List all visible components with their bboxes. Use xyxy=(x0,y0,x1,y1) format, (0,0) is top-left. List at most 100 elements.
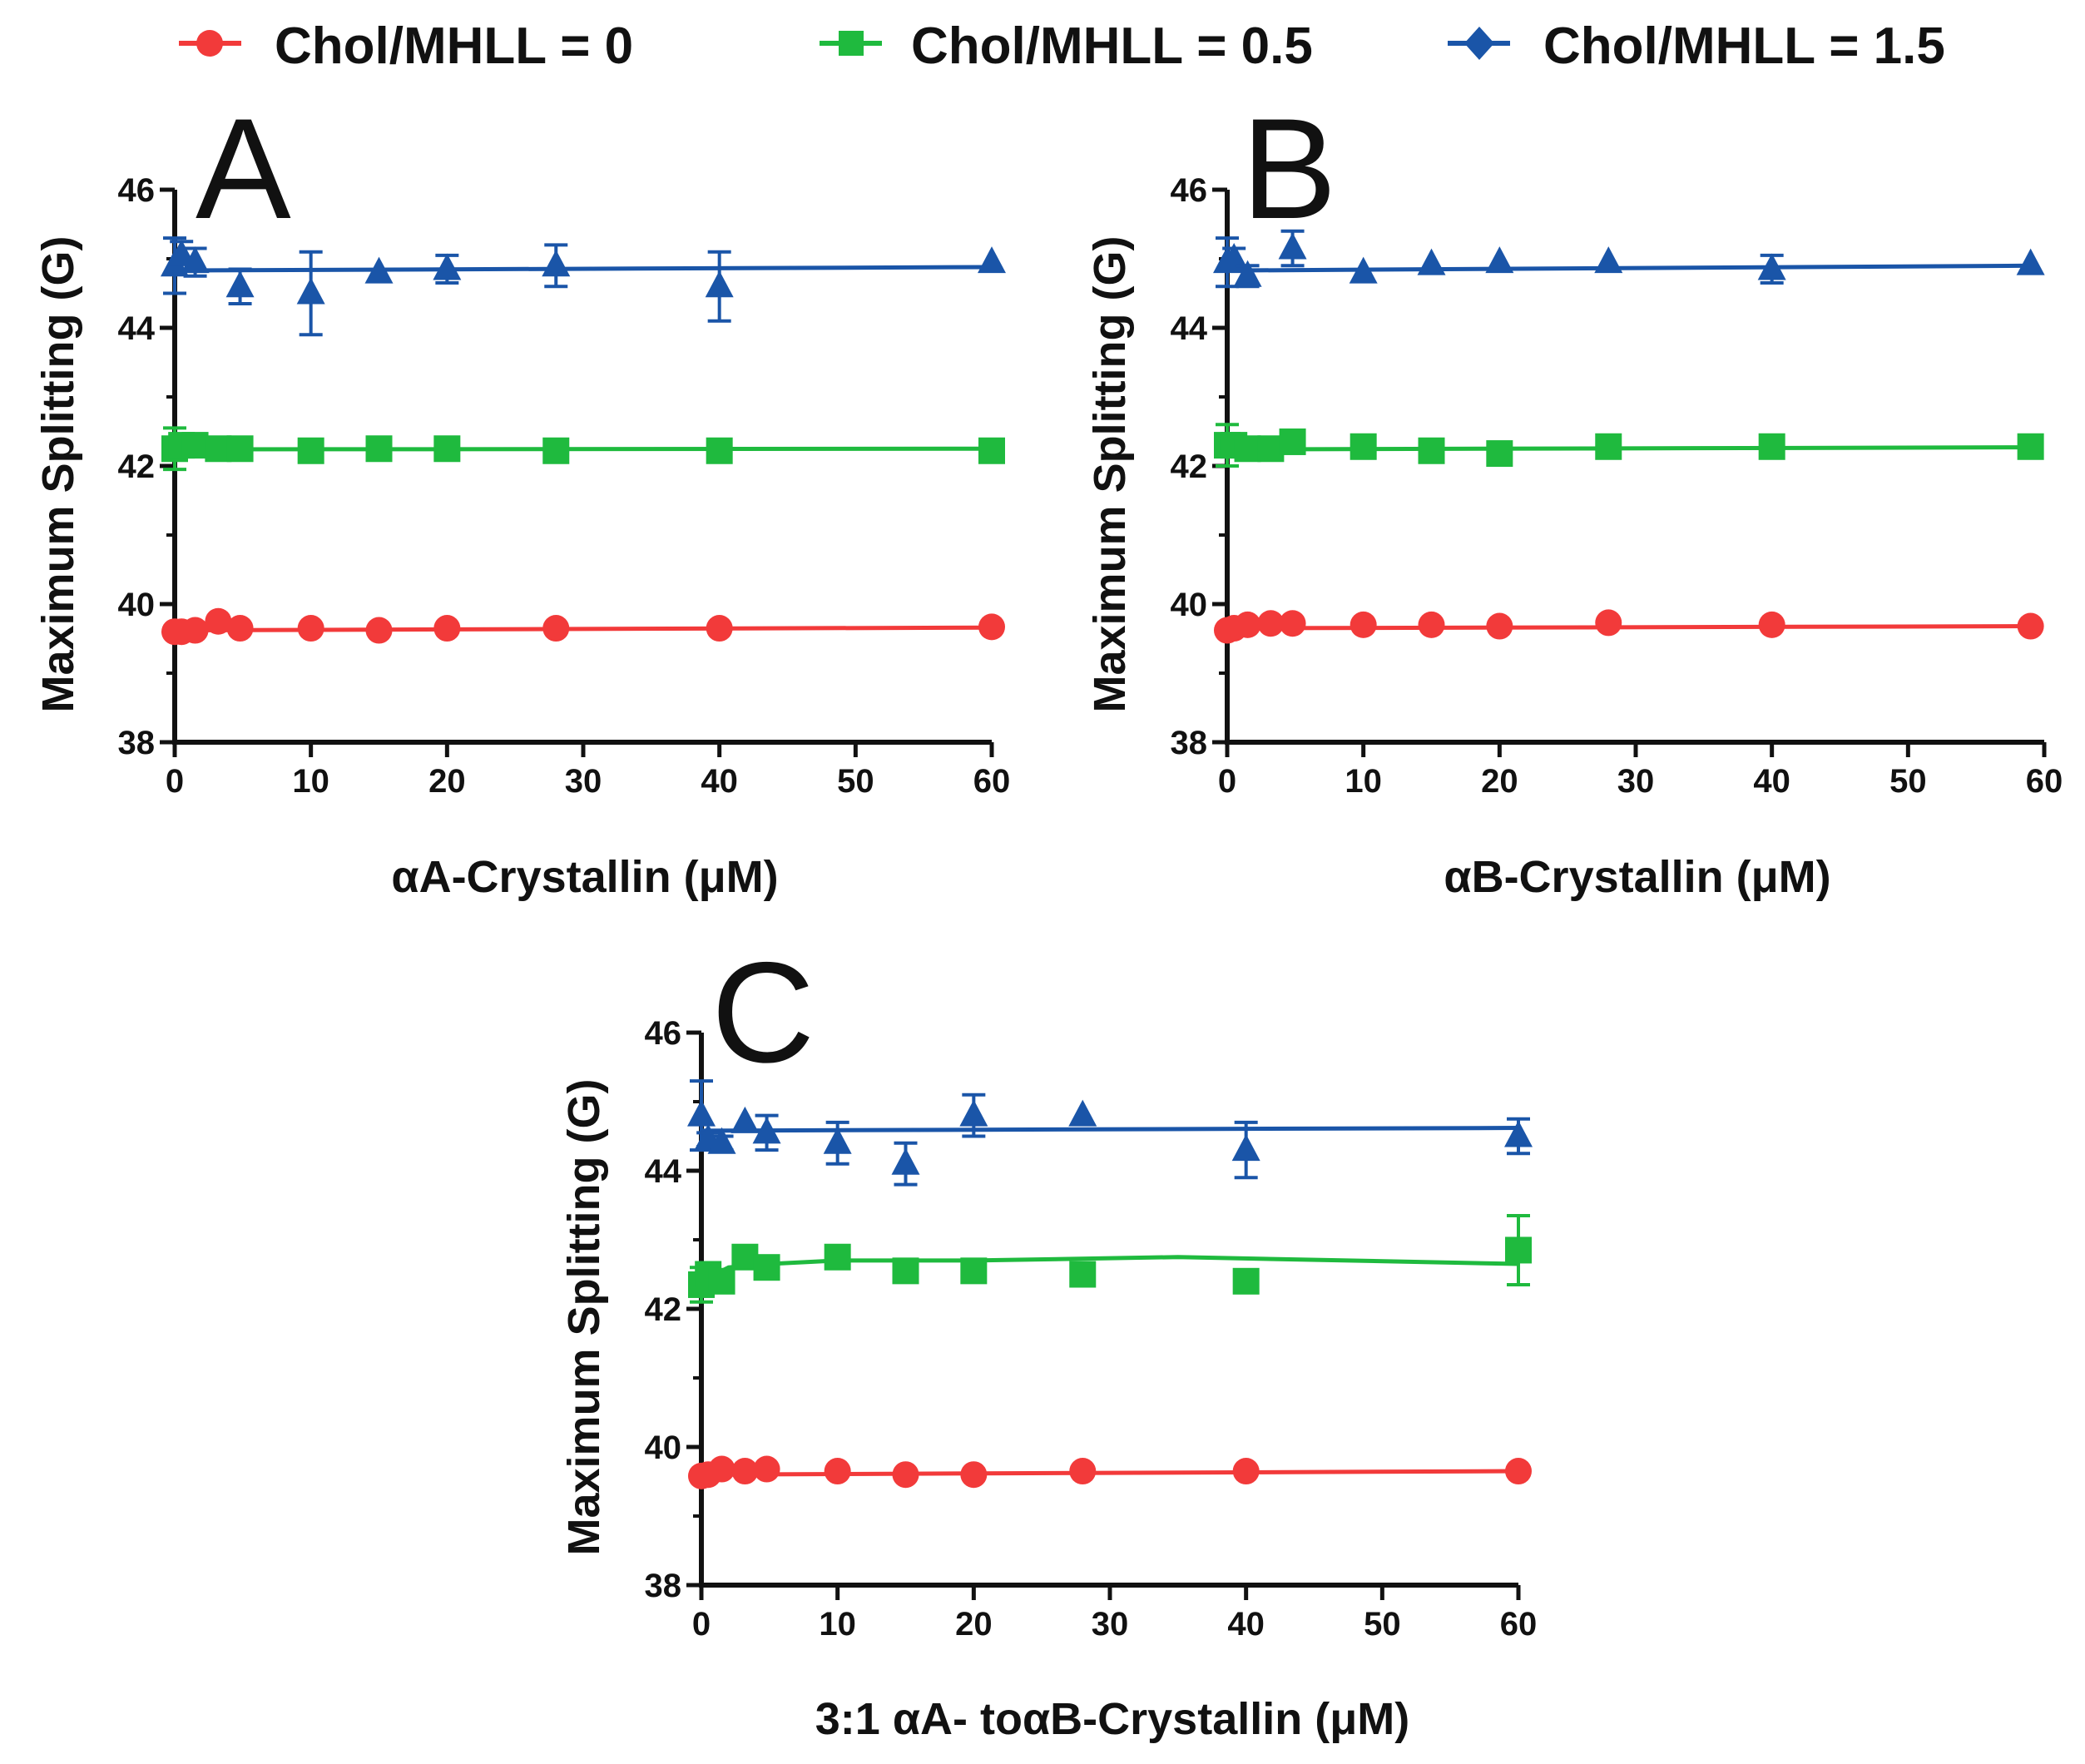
panel-a-xtick-label: 10 xyxy=(292,763,329,800)
panel-a-series-chol-mhll-1-5-fit-line xyxy=(174,265,993,273)
panel-a-series-chol-mhll-0-5-fit-line xyxy=(174,446,993,452)
panel-c-series-chol-mhll-0-5-point xyxy=(892,1257,919,1285)
panel-a-xtick-label: 20 xyxy=(428,763,466,800)
panel-c-series-chol-mhll-0-point xyxy=(1505,1458,1532,1485)
panel-b-series-chol-mhll-1-5-point xyxy=(1220,243,1249,270)
panel-b-series-chol-mhll-0-5-point xyxy=(1418,437,1445,464)
panel-c-ytick-label: 46 xyxy=(645,1015,682,1052)
panel-c-xtick-label: 60 xyxy=(1500,1606,1538,1643)
panel-b-ytick-label: 38 xyxy=(1171,725,1208,761)
panel-a-series-chol-mhll-0-5-point xyxy=(433,435,461,463)
panel-a-xtick-label: 40 xyxy=(701,763,738,800)
panel-c-series-chol-mhll-0-point xyxy=(960,1461,988,1489)
panel-b-series-chol-mhll-1-5-point xyxy=(1278,232,1307,260)
panel-c-ytick-label: 40 xyxy=(645,1430,682,1466)
panel-a: A Maximum Splitting (G) αA-Crystallin (μ… xyxy=(33,89,1010,902)
panel-a-ytick-label: 46 xyxy=(118,172,156,209)
panel-c-series-chol-mhll-0-5-fit-line xyxy=(700,1255,1519,1284)
panel-c-xtick-label: 10 xyxy=(819,1606,856,1643)
panel-b-ytick-label: 40 xyxy=(1171,587,1208,623)
panel-b-series-chol-mhll-0-5-point xyxy=(1595,433,1622,460)
panel-c-series-chol-mhll-0-point xyxy=(824,1458,851,1485)
panel-c-series-chol-mhll-1-5-point xyxy=(1231,1134,1260,1162)
panel-b-series-chol-mhll-1-5-point xyxy=(2016,248,2045,275)
panel-c-series-chol-mhll-0-5-point xyxy=(960,1257,988,1285)
panel-c-series-chol-mhll-0-point xyxy=(753,1455,780,1483)
panel-b-series-chol-mhll-0-point xyxy=(1418,611,1445,638)
legend-label-chol-1-5: Chol/MHLL = 1.5 xyxy=(1543,17,1945,75)
panel-c-xtick-label: 0 xyxy=(692,1606,711,1643)
panel-b-xtick-label: 10 xyxy=(1345,763,1382,800)
legend: Chol/MHLL = 0 Chol/MHLL = 0.5 Chol/MHLL … xyxy=(179,17,1945,75)
legend-label-chol-0-5: Chol/MHLL = 0.5 xyxy=(911,17,1313,75)
panel-c-ytick-label: 42 xyxy=(645,1291,682,1328)
panel-c-series-chol-mhll-0-point xyxy=(1232,1458,1260,1485)
panel-b: B Maximum Splitting (G) αB-Crystallin (μ… xyxy=(1085,89,2063,902)
panel-b-xtick-label: 20 xyxy=(1481,763,1518,800)
panel-b-series-chol-mhll-1-5-point xyxy=(1349,256,1378,284)
panel-a-ytick-label: 44 xyxy=(118,310,156,347)
legend-entry-chol-0-5: Chol/MHLL = 0.5 xyxy=(820,17,1313,75)
panel-b-series-chol-mhll-1-5-point xyxy=(1594,246,1623,274)
panel-c-series-chol-mhll-0-5-point xyxy=(1505,1236,1532,1264)
panel-c-series-chol-mhll-1-5-point xyxy=(959,1099,988,1127)
panel-b-series-chol-mhll-0-point xyxy=(1257,610,1285,637)
legend-marker-chol-1-5 xyxy=(1464,27,1494,60)
panel-a-series-chol-mhll-0-5 xyxy=(161,426,1005,472)
legend-marker-chol-0 xyxy=(196,30,223,57)
panel-letter-b: B xyxy=(1241,89,1337,249)
panel-b-series-chol-mhll-0-5-point xyxy=(1486,440,1513,468)
panel-a-series-chol-mhll-1-5-point xyxy=(433,253,462,280)
panel-a-series-chol-mhll-1-5-point xyxy=(978,246,1006,274)
panel-c-series-chol-mhll-0-point xyxy=(1069,1458,1097,1485)
panel-a-series-chol-mhll-1-5-point xyxy=(181,246,210,274)
panel-a-series-chol-mhll-0-point xyxy=(706,615,733,642)
panel-a-ytick-label: 40 xyxy=(118,587,156,623)
panel-a-series-chol-mhll-0-point xyxy=(297,615,324,642)
panel-c-xlabel: 3:1 αA- toαB-Crystallin (μM) xyxy=(815,1694,1409,1744)
panel-a-series-chol-mhll-1-5-point xyxy=(705,270,734,298)
panel-c-series-chol-mhll-1-5-point xyxy=(1504,1120,1533,1147)
panel-c-series-chol-mhll-0-point xyxy=(708,1455,735,1483)
panel-b-series-chol-mhll-1-5-point xyxy=(1417,248,1446,275)
panel-c-series-chol-mhll-0-5-point xyxy=(824,1243,851,1271)
panel-b-xtick-label: 50 xyxy=(1889,763,1927,800)
panel-b-xtick-label: 60 xyxy=(2026,763,2063,800)
panel-b-xtick-label: 0 xyxy=(1218,763,1236,800)
panel-c-series-chol-mhll-0-point xyxy=(892,1461,919,1489)
panel-a-series-chol-mhll-0-point xyxy=(542,615,570,642)
panel-b-series-chol-mhll-0-fit-line xyxy=(1226,624,2031,631)
panel-c-ylabel: Maximum Splitting (G) xyxy=(559,1079,609,1556)
panel-a-series-chol-mhll-0-fit-line xyxy=(174,625,993,633)
panel-a-series-chol-mhll-0-5-point xyxy=(181,432,209,459)
panel-c-xtick-label: 50 xyxy=(1364,1606,1401,1643)
panel-c-series-chol-mhll-0-fit-line xyxy=(701,1469,1519,1477)
panel-a-xtick-label: 30 xyxy=(565,763,602,800)
panel-b-series-chol-mhll-0-point xyxy=(1758,611,1785,638)
panel-a-axes: 38 40 42 44 46 0 10 20 30 40 50 60 xyxy=(118,172,1011,800)
panel-b-series-chol-mhll-0 xyxy=(1214,609,2044,644)
panel-c-series-chol-mhll-1-5-point xyxy=(752,1117,781,1144)
panel-c-series-chol-mhll-1-5-fit-line xyxy=(701,1126,1519,1133)
panel-b-series-chol-mhll-0-point xyxy=(1486,612,1513,640)
panel-b-series-chol-mhll-1-5-point xyxy=(1757,253,1786,280)
panel-c-xtick-label: 40 xyxy=(1227,1606,1265,1643)
panel-b-series-chol-mhll-1-5 xyxy=(1213,229,2045,289)
panel-a-series-chol-mhll-0-5-point xyxy=(226,435,254,463)
panel-b-ytick-label: 42 xyxy=(1171,448,1208,485)
panel-c-series-chol-mhll-0-point xyxy=(731,1458,759,1485)
panel-c-xtick-label: 20 xyxy=(955,1606,993,1643)
panel-b-series-chol-mhll-1-5-point xyxy=(1233,260,1262,287)
panel-b-series-chol-mhll-0-5-point xyxy=(2017,433,2044,460)
panel-b-ylabel: Maximum Splitting (G) xyxy=(1085,236,1135,713)
panel-c-ytick-label: 38 xyxy=(645,1568,682,1604)
panel-c-axes: 38 40 42 44 46 0 10 20 30 40 50 60 xyxy=(645,1015,1538,1643)
panel-c-series-chol-mhll-1-5-point xyxy=(730,1106,760,1133)
panel-b-ytick-label: 44 xyxy=(1171,310,1208,347)
panel-c-series-chol-mhll-1-5-point xyxy=(823,1127,852,1154)
panel-a-ytick-label: 38 xyxy=(118,725,156,761)
panel-a-xtick-label: 60 xyxy=(973,763,1011,800)
panel-a-series-chol-mhll-0-5-point xyxy=(365,435,393,463)
panel-b-axes: 38 40 42 44 46 0 10 20 30 40 50 60 xyxy=(1171,172,2063,800)
panel-b-series-chol-mhll-0-point xyxy=(2017,612,2044,640)
